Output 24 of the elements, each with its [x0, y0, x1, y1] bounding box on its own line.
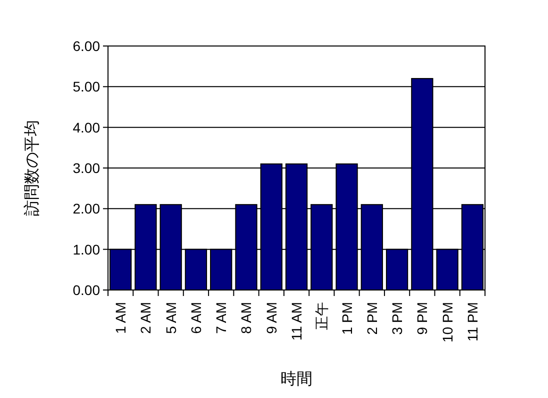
x-axis-title: 時間 — [280, 370, 312, 388]
x-tick-label: 9 PM — [414, 302, 430, 335]
x-tick-label: 7 AM — [213, 302, 230, 334]
x-tick-label: 5 AM — [162, 302, 179, 334]
x-tick-label: 6 AM — [188, 302, 204, 334]
y-tick-label: 0.00 — [72, 282, 100, 298]
y-tick-label: 6.00 — [72, 38, 100, 54]
x-tick-label: 2 AM — [138, 302, 154, 334]
x-tick-label: 10 PM — [439, 302, 456, 342]
y-tick-label: 1.00 — [72, 241, 100, 258]
x-tick-label: 11 PM — [464, 302, 480, 342]
x-tick-label: 正午 — [314, 302, 330, 330]
x-tick-label: 2 PM — [364, 302, 380, 335]
y-axis-title: 訪問数の平均 — [23, 120, 41, 216]
x-tick-label: 8 AM — [238, 302, 254, 334]
y-tick-label: 5.00 — [72, 78, 100, 95]
y-tick-label: 4.00 — [72, 119, 100, 136]
x-tick-label: 9 AM — [263, 302, 280, 334]
y-tick-label: 2.00 — [72, 200, 100, 217]
y-tick-label: 3.00 — [72, 160, 100, 176]
x-tick-label: 11 AM — [288, 302, 304, 341]
x-tick-label: 3 PM — [389, 302, 406, 335]
x-tick-label: 1 AM — [112, 302, 129, 334]
x-tick-label: 1 PM — [338, 302, 355, 335]
